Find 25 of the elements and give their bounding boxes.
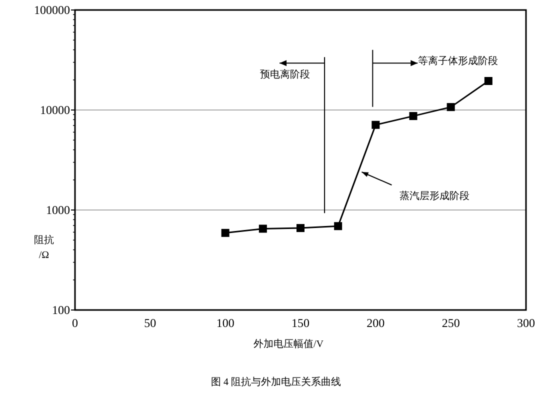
annotation: 等离子体形成阶段 — [418, 55, 498, 67]
point — [258, 224, 267, 233]
y-tick-label: 100000 — [34, 3, 70, 17]
point — [296, 224, 304, 232]
x-tick-label: 50 — [144, 316, 156, 330]
y-tick-label: 100 — [52, 303, 70, 317]
point — [446, 103, 455, 112]
x-tick-label: 250 — [442, 316, 460, 330]
x-axis-title: 外加电压幅值/V — [254, 338, 324, 350]
x-tick-label: 100 — [216, 316, 234, 330]
x-tick-label: 300 — [517, 316, 535, 330]
x-tick-label: 200 — [366, 316, 385, 330]
point — [221, 228, 230, 237]
point — [484, 76, 492, 85]
x-tick-label: 0 — [72, 316, 78, 330]
point — [334, 222, 342, 230]
y-tick-label: 1000 — [46, 203, 70, 217]
point — [409, 112, 418, 120]
text: 图 4 阻抗与外加电压关系曲线 — [211, 376, 341, 388]
annotation: 预电离阶段 — [260, 68, 310, 80]
annotation: 蒸汽层形成阶段 — [400, 190, 470, 202]
y-tick-label: 10000 — [40, 103, 70, 117]
point — [372, 120, 380, 129]
y-axis-title: 阻抗 /Ω — [34, 234, 54, 261]
x-tick-label: 150 — [292, 316, 310, 330]
